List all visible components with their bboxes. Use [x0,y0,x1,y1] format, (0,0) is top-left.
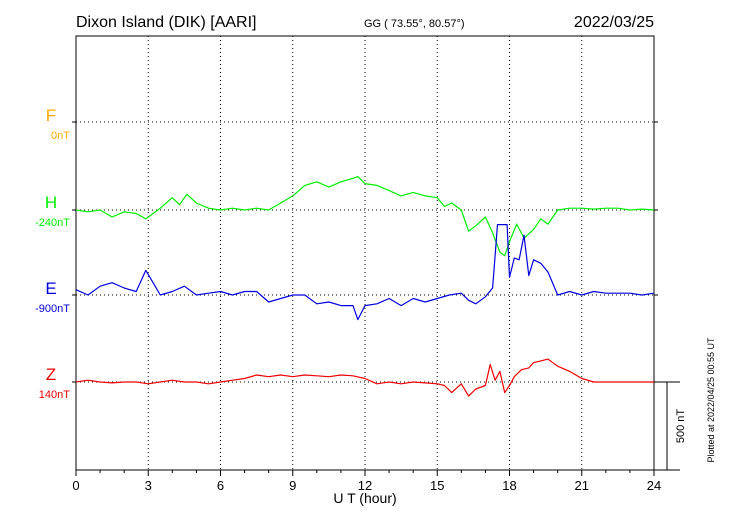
x-tick-label: 21 [575,478,589,493]
scale-label: 500 nT [675,409,687,444]
x-tick-label: 6 [217,478,224,493]
x-tick-label: 3 [145,478,152,493]
x-tick-label: 24 [647,478,661,493]
component-labels: F 0nT H -240nT E -900nT Z 140nT [35,106,70,401]
baseline-label-E: -900nT [35,303,70,315]
baseline-label-F: 0nT [51,130,70,142]
x-axis-label: U T (hour) [333,490,396,506]
series-name-H: H [45,193,57,212]
station-title: Dixon Island (DIK) [AARI] [76,14,257,31]
series-name-Z: Z [46,365,56,384]
baseline-label-H: -240nT [35,217,70,229]
series-name-E: E [45,279,56,298]
x-tick-label: 18 [502,478,516,493]
x-tick-label: 9 [289,478,296,493]
plotted-timestamp: Plotted at 2022/04/25 00:55 UT [706,337,716,463]
series-lines [75,176,655,397]
scale-bar [654,381,680,471]
station-coords: GG ( 73.55°, 80.57°) [364,18,465,30]
series-line-E [75,224,655,321]
x-tick-label: 12 [358,478,372,493]
x-tick-labels: 0 3 6 9 12 15 18 21 24 [72,478,661,493]
plot-date: 2022/03/25 [574,14,654,31]
vertical-grid [147,36,583,470]
series-line-H [75,176,655,257]
baseline-label-Z: 140nT [39,389,70,401]
series-line-Z [75,358,654,397]
baselines [72,121,658,383]
x-tick-label: 0 [72,478,79,493]
series-name-F: F [46,106,56,125]
x-ticks [75,470,655,476]
x-tick-label: 15 [430,478,444,493]
